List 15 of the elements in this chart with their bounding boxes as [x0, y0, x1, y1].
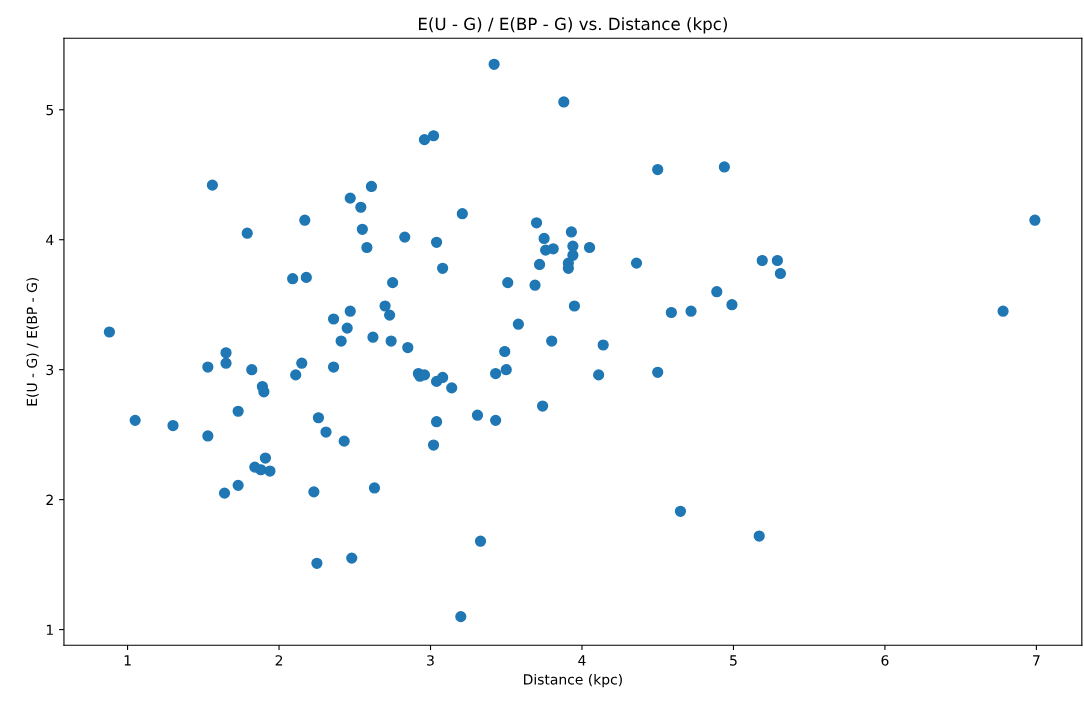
y-tick-label: 3	[46, 364, 54, 376]
x-tick-label: 3	[427, 655, 434, 666]
y-axis-title: E(U - G) / E(BP - G)	[26, 277, 39, 406]
y-tick-label: 4	[46, 234, 54, 245]
x-tick-label: 6	[881, 655, 889, 666]
x-tick-label: 2	[275, 655, 283, 666]
x-axis-title: Distance (kpc)	[524, 673, 622, 688]
x-tick-label: 7	[1033, 655, 1040, 666]
x-tick-label: 4	[578, 655, 586, 666]
x-tick-label: 1	[124, 655, 131, 666]
y-tick-label: 2	[46, 494, 53, 505]
x-tick-label: 5	[730, 655, 737, 666]
y-tick-label: 5	[46, 104, 54, 116]
chart-title: E(U - G) / E(BP - G) vs. Distance (kpc)	[419, 17, 727, 34]
y-tick-label: 1	[46, 624, 53, 635]
